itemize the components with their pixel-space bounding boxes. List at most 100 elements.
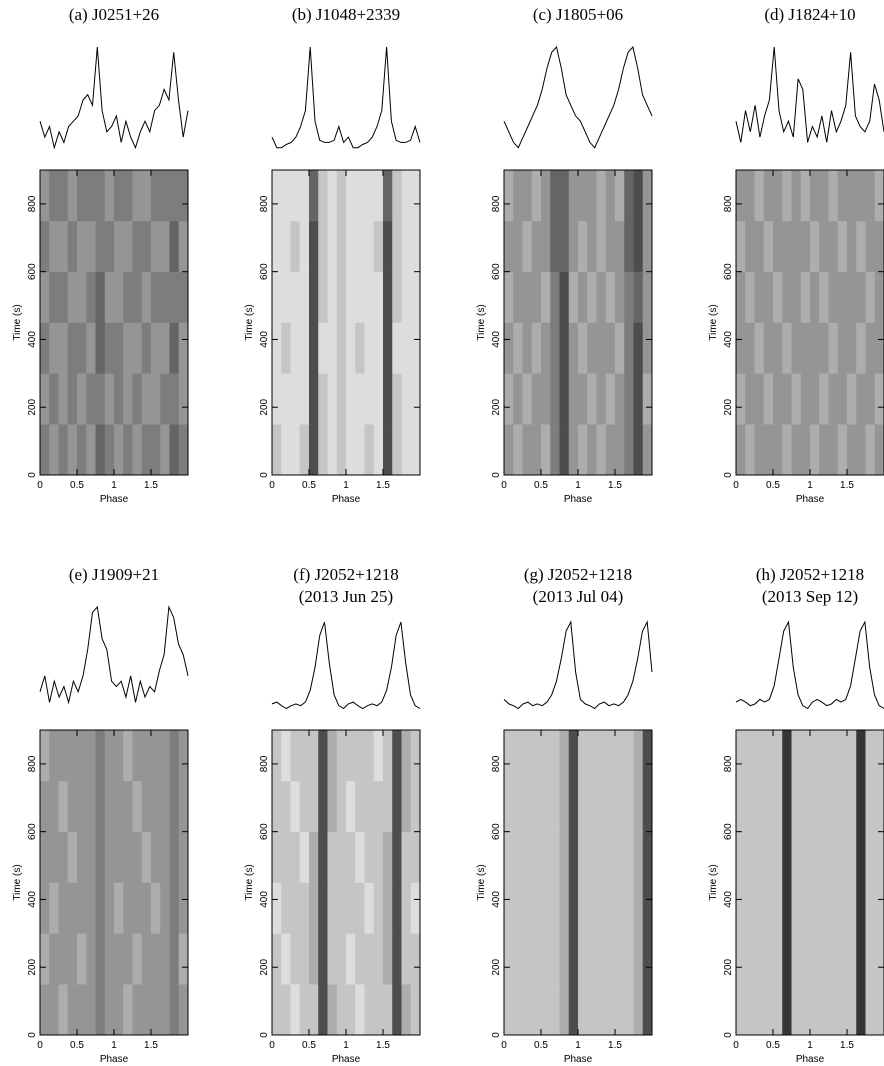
heatmap-cell [114, 883, 124, 934]
heatmap-cell [587, 933, 597, 984]
heatmap-cell [838, 170, 848, 221]
heatmap-cell [318, 323, 328, 374]
y-tick-label: 800 [27, 195, 38, 212]
heatmap-cell [77, 832, 87, 883]
heatmap-cell [411, 323, 421, 374]
heatmap-cell [96, 373, 106, 424]
y-tick-label: 600 [27, 263, 38, 280]
heatmap-cell [281, 424, 291, 475]
heatmap-cell [578, 883, 588, 934]
heatmap-cell [318, 221, 328, 272]
heatmap-cell [643, 984, 653, 1035]
y-tick-label: 400 [27, 331, 38, 348]
heatmap-cell [59, 730, 69, 781]
heatmap-cell [318, 424, 328, 475]
heatmap-cell [328, 781, 338, 832]
heatmap-cell [829, 730, 839, 781]
heatmap-cell [272, 730, 282, 781]
heatmap-cell [875, 170, 884, 221]
heatmap-cell [606, 221, 616, 272]
heatmap-cell [560, 781, 570, 832]
heatmap-cell [801, 730, 811, 781]
heatmap-cell [309, 883, 319, 934]
heatmap-cell [541, 781, 551, 832]
heatmap-cell [337, 272, 347, 323]
heatmap-cell [801, 272, 811, 323]
heatmap-cell [402, 272, 412, 323]
heatmap-cell [819, 883, 829, 934]
x-tick-label: 1 [343, 1040, 349, 1051]
heatmap-cell [569, 984, 579, 1035]
heatmap-cell [532, 883, 542, 934]
heatmap-cell [597, 984, 607, 1035]
heatmap-cell [160, 272, 170, 323]
heatmap-cell [550, 323, 560, 374]
heatmap-cell [597, 373, 607, 424]
y-tick-label: 600 [723, 823, 734, 840]
heatmap-cell [810, 272, 820, 323]
heatmap-cell [40, 984, 50, 1035]
heatmap-cell [328, 221, 338, 272]
heatmap-cell [755, 272, 765, 323]
heatmap-cell [328, 170, 338, 221]
heatmap-cell [68, 933, 78, 984]
heatmap-cell [819, 373, 829, 424]
heatmap-cell [86, 832, 96, 883]
heatmap-cell [792, 933, 802, 984]
heatmap-cell [745, 832, 755, 883]
heatmap-cell [309, 781, 319, 832]
y-tick-label: 800 [723, 195, 734, 212]
heatmap-cell [523, 730, 533, 781]
heatmap-cell [337, 933, 347, 984]
heatmap-cell [856, 373, 866, 424]
heatmap-cell [170, 984, 180, 1035]
heatmap-cell [309, 221, 319, 272]
heatmap-cell [866, 272, 876, 323]
x-tick-label: 1 [807, 1040, 813, 1051]
heatmap-cell [309, 373, 319, 424]
heatmap-cell [151, 221, 161, 272]
y-tick-label: 0 [723, 472, 734, 478]
heatmap-cell [170, 883, 180, 934]
heatmap-cell [281, 272, 291, 323]
heatmap-cell [114, 424, 124, 475]
y-tick-label: 0 [491, 472, 502, 478]
heatmap-cell [142, 730, 152, 781]
panel-title: (h) J2052+1218 [756, 565, 864, 584]
heatmap-cell [810, 984, 820, 1035]
heatmap-cell [782, 883, 792, 934]
heatmap-cell [272, 323, 282, 374]
heatmap-cell [773, 424, 783, 475]
heatmap-cell [337, 984, 347, 1035]
heatmap-cell [123, 323, 133, 374]
heatmap-cell [792, 984, 802, 1035]
heatmap-cell [634, 933, 644, 984]
heatmap-cell [160, 832, 170, 883]
heatmap-cell [346, 984, 356, 1035]
heatmap-cell [272, 221, 282, 272]
heatmap-cell [736, 424, 746, 475]
heatmap-cell [606, 984, 616, 1035]
heatmap-cell [856, 424, 866, 475]
heatmap-cell [105, 984, 115, 1035]
heatmap-cell [318, 272, 328, 323]
heatmap-cell [597, 424, 607, 475]
heatmap-cell [114, 323, 124, 374]
heatmap-cell [133, 984, 143, 1035]
heatmap-cell [402, 781, 412, 832]
heatmap-cell [847, 221, 857, 272]
heatmap-cell [123, 272, 133, 323]
heatmap-cell [123, 883, 133, 934]
heatmap-cell [615, 170, 625, 221]
heatmap-cell [504, 323, 514, 374]
heatmap-cell [383, 781, 393, 832]
y-tick-label: 800 [491, 195, 502, 212]
heatmap-cell [374, 883, 384, 934]
heatmap-cell [142, 323, 152, 374]
heatmap-cell [829, 373, 839, 424]
heatmap-cell [782, 221, 792, 272]
heatmap-cell [597, 272, 607, 323]
heatmap-cell [374, 323, 384, 374]
heatmap-cell [523, 272, 533, 323]
heatmap-cell [179, 272, 189, 323]
